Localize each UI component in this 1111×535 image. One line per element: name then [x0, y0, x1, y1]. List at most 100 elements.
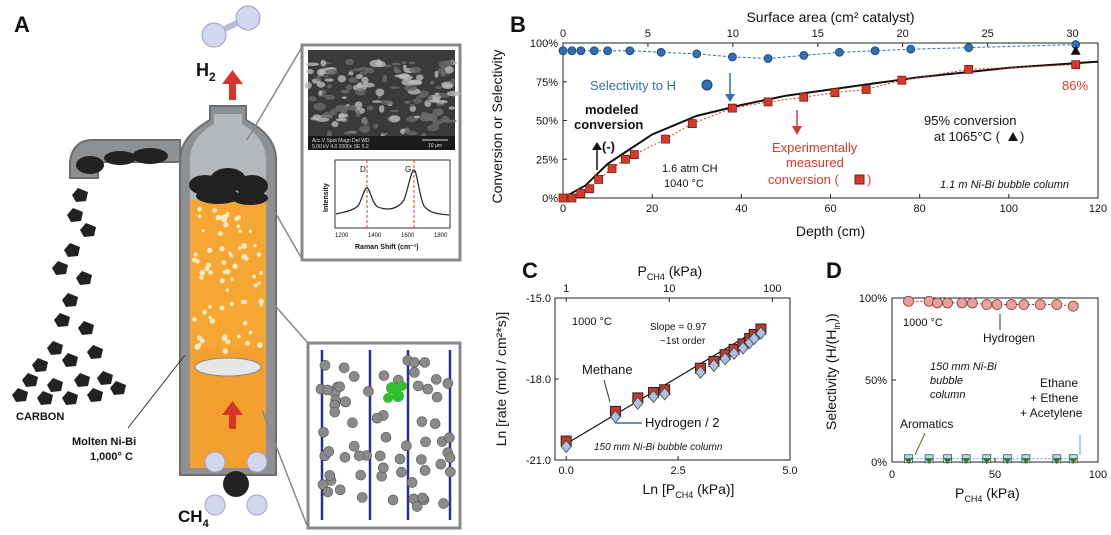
h2-molecule-icon	[201, 5, 261, 48]
x2-axis-label: PCH4 (kPa)	[638, 263, 703, 282]
modeled-label-1: modeled	[585, 102, 639, 117]
aromatics-point	[943, 458, 952, 465]
selectivity-point	[656, 47, 666, 57]
c-methane-pointer	[603, 379, 611, 403]
x-axis-label: Depth (cm)	[796, 223, 865, 239]
hydrogen-point	[748, 331, 760, 346]
x2-tick-label: 5	[645, 28, 651, 40]
conversion-point	[964, 64, 974, 74]
molten-label-1: Molten Ni-Bi	[72, 436, 136, 448]
panel-a-letter: A	[14, 12, 30, 37]
c-column-label: 150 mm Ni-Bi bubble column	[594, 442, 723, 453]
pct86-label: 86%	[1062, 78, 1088, 93]
x-tick-label: 0	[560, 203, 566, 215]
selectivity-point	[589, 46, 599, 56]
conv95-label-2: at 1065°C (	[934, 129, 1001, 144]
d-temp-label: 1000 °C	[903, 317, 943, 329]
conv95-label-1: 95% conversion	[924, 113, 1017, 128]
hydrogen-point	[1067, 300, 1079, 312]
conversion-point	[861, 85, 871, 94]
y-tick-label: 50%	[865, 375, 887, 387]
molten-pointer-line	[127, 354, 186, 429]
d-c2-label-2: + Ethene	[1030, 391, 1079, 405]
aromatics-point	[982, 458, 991, 465]
x-tick-label: 120	[1089, 203, 1107, 215]
x2-tick-label: 25	[981, 28, 993, 40]
x2-tick-label: 1	[563, 283, 569, 295]
selectivity-point	[835, 47, 844, 57]
conversion-point	[687, 119, 697, 128]
conversion-point	[1071, 60, 1081, 70]
raman-tick-0: 1200	[335, 233, 349, 239]
panel-c: C 0.0 2.5 5.0 1 10 100 -15.0 -18.0 -21.0 Ln [PCH4 …	[493, 258, 798, 500]
ch4-label: CH4	[178, 507, 210, 530]
exp-label-1: Experimentally	[772, 140, 858, 155]
h2-arrow-icon	[222, 70, 243, 100]
conversion-point	[558, 193, 568, 203]
exp-legend-marker	[854, 174, 865, 185]
x-tick-label: 40	[735, 203, 747, 215]
selectivity-point	[728, 52, 737, 62]
d-hydrogen-label: Hydrogen	[983, 331, 1035, 345]
y-axis-label: Selectivity (H/(Hin))	[823, 313, 842, 430]
hydrogen-point	[1051, 299, 1063, 310]
raman-spectrum-inset: D G 1200 1400 1600 1800 Raman Shift (cm⁻…	[323, 159, 451, 251]
model-curve	[562, 60, 1099, 199]
x2-tick-label: 20	[897, 28, 909, 40]
y-tick-label: -21.0	[526, 455, 551, 467]
raman-peak-d: D	[360, 165, 366, 174]
selectivity-point	[558, 46, 568, 56]
simulation-inset	[306, 341, 462, 530]
condition-label-1: 1.6 atm CH	[662, 163, 718, 175]
c-methane-label: Methane	[582, 362, 633, 377]
x2-tick-label: 0	[560, 28, 566, 40]
column-label: 1.1 m Ni-Bi bubble column	[940, 179, 1069, 191]
x-tick-label: 60	[824, 203, 836, 215]
hydrogen-point	[966, 297, 978, 309]
y-tick-label: 100%	[530, 38, 558, 50]
conversion-point	[897, 75, 907, 85]
modeled-label-2: conversion	[574, 117, 643, 132]
x-tick-label: 2.5	[670, 465, 685, 477]
conversion-point	[728, 103, 737, 113]
hydrogen-point	[903, 295, 914, 307]
selectivity-annotation: Selectivity to H	[590, 78, 676, 93]
molten-label-2: 1,000° C	[90, 451, 133, 463]
inset-connectors	[246, 46, 309, 529]
x-tick-label: 0	[889, 469, 895, 481]
d-c2-label-3: + Acetylene	[1020, 406, 1083, 420]
y-tick-label: 50%	[536, 116, 558, 128]
y-tick-label: 0%	[542, 193, 558, 205]
y-axis-label: Conversion or Selectivity	[489, 49, 505, 203]
hydrogen-point	[1018, 299, 1030, 310]
selectivity-legend-marker	[701, 79, 713, 91]
conversion-point	[567, 193, 577, 203]
exp-label-close: )	[867, 172, 871, 187]
conversion-point	[594, 174, 604, 184]
d-column-label-1: 150 mm Ni-Bi	[930, 361, 997, 373]
c-slope-label: Slope = 0.97	[650, 322, 707, 333]
sem-image-inset: Acc.V Spot Magn Det WD 5.00 kV 4.0 2000x…	[300, 43, 462, 262]
x-tick-label: 5.0	[782, 465, 797, 477]
carbon-particles	[12, 188, 126, 405]
conversion-point	[621, 154, 630, 164]
selectivity-line	[563, 44, 1076, 60]
sem-caption: Acc.V Spot Magn Det WD	[312, 138, 370, 144]
hydrogen-point	[737, 341, 749, 355]
exp-label-3: conversion (	[768, 172, 839, 187]
x2-tick-label: 30	[1066, 28, 1078, 40]
c-temp-label: 1000 °C	[572, 316, 612, 328]
x2-tick-label: 100	[763, 283, 781, 295]
hydrogen-point	[647, 389, 659, 404]
conversion-point	[763, 97, 773, 107]
c-hydrogen-label: Hydrogen / 2	[645, 415, 719, 430]
y-tick-label: 75%	[536, 77, 558, 89]
aromatics-point	[1069, 458, 1078, 465]
x2-tick-label: 10	[727, 28, 739, 40]
hydrogen-point	[1006, 299, 1017, 310]
raman-tick-2: 1600	[401, 233, 415, 239]
exp-arrow	[792, 126, 802, 135]
y-tick-label: 100%	[859, 293, 887, 305]
aromatics-point	[904, 458, 913, 465]
